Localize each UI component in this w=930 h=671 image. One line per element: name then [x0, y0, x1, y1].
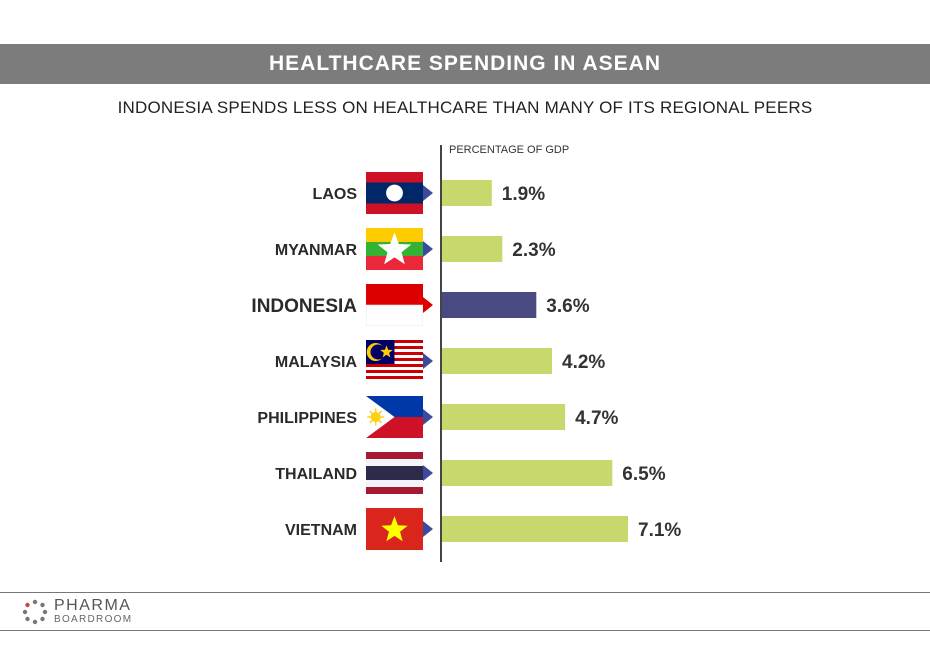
value-label-vietnam: 7.1% — [638, 520, 681, 541]
value-label-indonesia: 3.6% — [546, 296, 589, 317]
logo-dots-icon — [22, 599, 48, 624]
category-label-vietnam: VIETNAM — [285, 522, 357, 539]
bar-chart: PERCENTAGE OF GDP LAOS 1.9% MYANMAR 2.3% IND… — [251, 144, 681, 562]
footer-divider-bottom — [0, 630, 930, 631]
philippines-flag-icon — [366, 396, 433, 438]
category-label-philippines: PHILIPPINES — [257, 410, 357, 427]
bar-laos — [442, 180, 492, 206]
bar-indonesia — [442, 292, 537, 318]
bar-vietnam — [442, 516, 628, 542]
value-label-thailand: 6.5% — [622, 464, 665, 485]
bar-myanmar — [442, 236, 503, 262]
category-label-indonesia: INDONESIA — [251, 296, 357, 317]
axis-caption: PERCENTAGE OF GDP — [449, 144, 569, 156]
logo-sub-text: BOARDROOM — [54, 614, 133, 625]
chart-subtitle: INDONESIA SPENDS LESS ON HEALTHCARE THAN… — [117, 98, 813, 117]
laos-flag-icon — [366, 172, 433, 214]
thailand-flag-icon — [366, 452, 433, 494]
chart-title-bar: HEALTHCARE SPENDING IN ASEAN — [0, 44, 930, 84]
category-label-laos: LAOS — [313, 186, 358, 203]
value-label-laos: 1.9% — [502, 184, 545, 205]
category-label-thailand: THAILAND — [275, 466, 357, 483]
category-label-myanmar: MYANMAR — [275, 242, 358, 259]
bar-philippines — [442, 404, 566, 430]
pharmaboardroom-logo: PHARMA BOARDROOM — [22, 598, 132, 625]
value-label-myanmar: 2.3% — [512, 240, 555, 261]
chart-title: HEALTHCARE SPENDING IN ASEAN — [268, 52, 662, 75]
category-label-malaysia: MALAYSIA — [275, 354, 358, 371]
indonesia-flag-icon — [366, 284, 433, 326]
value-label-malaysia: 4.2% — [562, 352, 605, 373]
myanmar-flag-icon — [366, 228, 433, 270]
footer-divider-top — [0, 592, 930, 593]
logo-main-text: PHARMA — [54, 597, 132, 614]
malaysia-flag-icon — [366, 340, 433, 382]
bar-thailand — [442, 460, 613, 486]
vietnam-flag-icon — [366, 508, 433, 550]
value-label-philippines: 4.7% — [575, 408, 618, 429]
bar-malaysia — [442, 348, 552, 374]
